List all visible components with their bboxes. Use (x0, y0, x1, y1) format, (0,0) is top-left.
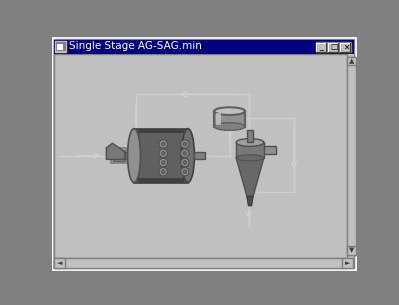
Text: Single Stage AG-SAG.min: Single Stage AG-SAG.min (69, 41, 202, 51)
Bar (57, 44, 63, 50)
Bar (340, 42, 351, 52)
Circle shape (181, 158, 189, 167)
Bar (56, 42, 65, 51)
Bar (264, 146, 276, 154)
Bar (316, 42, 326, 52)
Text: ▼: ▼ (349, 247, 354, 253)
Bar (54, 40, 354, 54)
Polygon shape (106, 143, 125, 160)
Bar (216, 113, 221, 125)
Bar (55, 41, 66, 52)
Bar (138, 178, 184, 182)
Circle shape (159, 158, 168, 167)
Bar (342, 258, 353, 268)
Circle shape (183, 160, 187, 164)
Bar (111, 148, 126, 163)
Bar (347, 57, 356, 65)
Ellipse shape (236, 139, 264, 146)
Circle shape (181, 149, 189, 157)
Circle shape (159, 140, 168, 148)
Circle shape (183, 142, 187, 146)
Bar (54, 54, 347, 258)
Bar (125, 152, 136, 160)
Circle shape (159, 149, 168, 157)
Circle shape (183, 170, 187, 174)
Circle shape (161, 160, 165, 164)
Circle shape (181, 140, 189, 148)
Text: ▲: ▲ (349, 58, 354, 64)
Bar (347, 57, 356, 254)
Bar (347, 246, 356, 254)
Text: _: _ (319, 42, 323, 51)
Ellipse shape (182, 129, 194, 182)
Circle shape (161, 142, 165, 146)
Ellipse shape (214, 107, 245, 115)
Text: ◄: ◄ (57, 260, 62, 266)
Bar (54, 258, 65, 268)
Ellipse shape (128, 129, 140, 182)
Text: □: □ (330, 42, 337, 51)
Bar (113, 150, 124, 161)
Bar (247, 130, 253, 142)
Bar (236, 142, 264, 158)
Text: ✕: ✕ (343, 42, 349, 51)
Bar (54, 258, 346, 268)
Ellipse shape (236, 155, 264, 161)
Bar (138, 129, 184, 133)
Circle shape (161, 151, 165, 155)
Ellipse shape (214, 123, 245, 130)
Circle shape (159, 167, 168, 176)
Circle shape (181, 167, 189, 176)
Bar (134, 129, 188, 182)
Text: ►: ► (345, 260, 350, 266)
Circle shape (183, 151, 187, 155)
Polygon shape (236, 158, 264, 196)
Polygon shape (247, 196, 253, 206)
Circle shape (161, 170, 165, 174)
Bar (328, 42, 339, 52)
Bar (194, 152, 205, 160)
Bar (214, 111, 245, 127)
